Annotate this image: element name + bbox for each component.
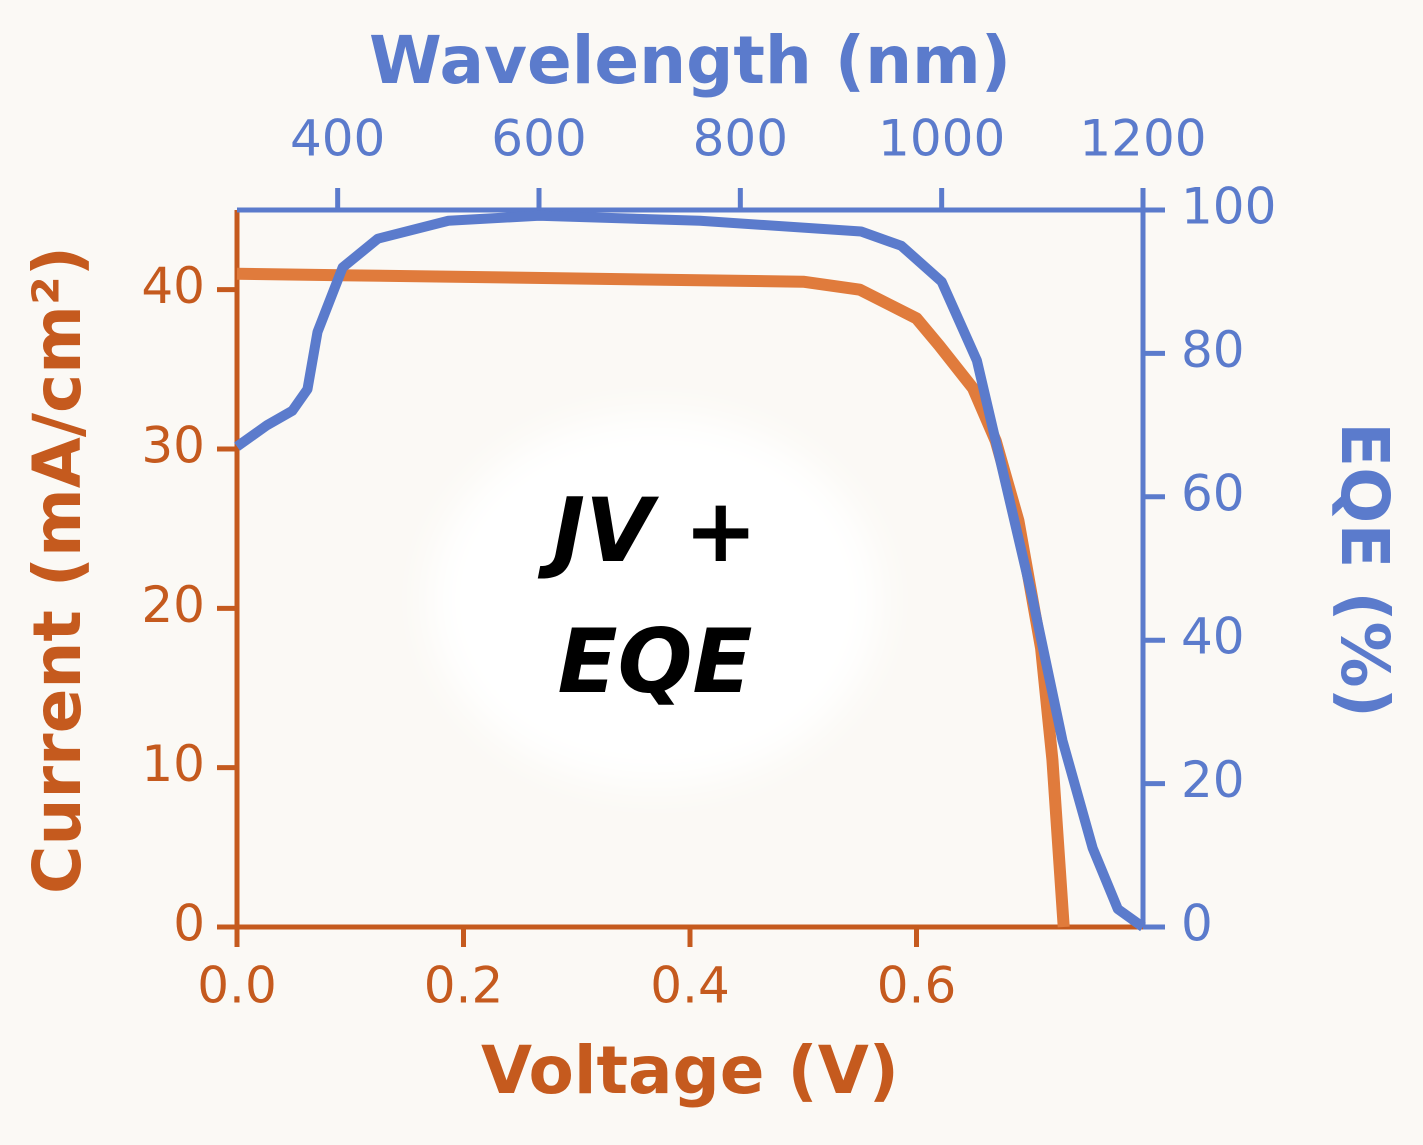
y-tick-label: 0: [173, 895, 205, 953]
x2-tick-label: 600: [491, 110, 586, 168]
y-tick-label: 10: [141, 735, 205, 793]
y2-tick-label: 80: [1181, 321, 1245, 379]
x-tick-label: 0.0: [197, 957, 277, 1015]
x2-axis-label: Wavelength (nm): [369, 22, 1011, 99]
annotation-glow: [430, 415, 880, 785]
x2-tick-label: 800: [693, 110, 788, 168]
x-tick-label: 0.2: [424, 957, 504, 1015]
y2-tick-label: 20: [1181, 751, 1245, 809]
y-tick-label: 40: [141, 257, 205, 315]
x-axis-label: Voltage (V): [481, 1032, 899, 1109]
data-line: [234, 210, 1146, 932]
annotation: JV +: [537, 479, 757, 582]
y2-tick-label: 60: [1181, 464, 1245, 522]
y-tick-label: 30: [141, 417, 205, 475]
y2-tick-label: 100: [1181, 178, 1276, 236]
x2-tick-label: 1200: [1079, 110, 1206, 168]
y-axis-label: Current (mA/cm²): [19, 246, 96, 894]
annotation: EQE: [557, 610, 752, 713]
x-tick-label: 0.4: [650, 957, 730, 1015]
y2-axis-label: EQE (%): [1326, 422, 1403, 718]
y2-tick-label: 0: [1181, 895, 1213, 953]
x2-tick-label: 400: [290, 110, 385, 168]
x2-tick-label: 1000: [878, 110, 1005, 168]
y-tick-label: 20: [141, 576, 205, 634]
x-tick-label: 0.6: [877, 957, 957, 1015]
y2-tick-label: 40: [1181, 608, 1245, 666]
